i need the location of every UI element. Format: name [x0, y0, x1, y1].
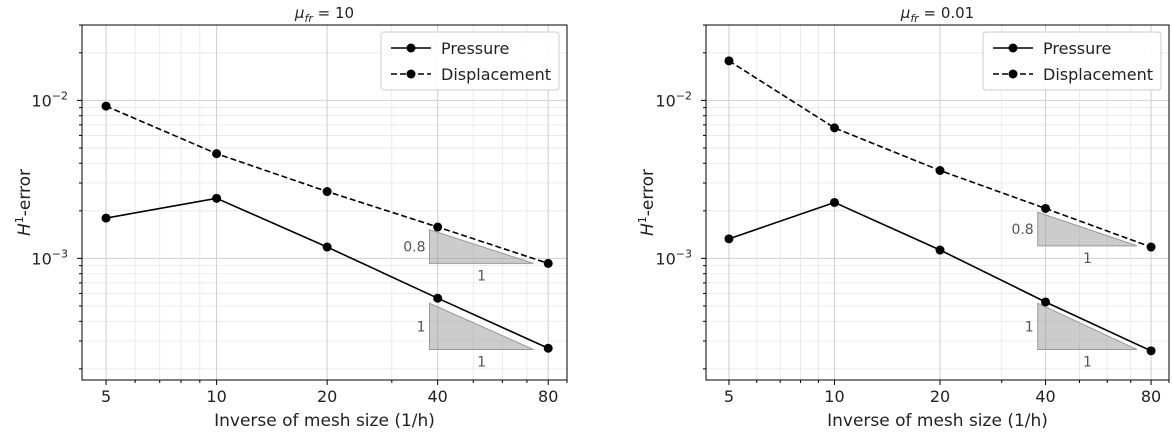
- x-tick-label: 10: [206, 387, 226, 406]
- slope-label: 0.8: [1011, 222, 1033, 238]
- legend-marker: [406, 43, 416, 53]
- chart-panel-2: 5 10 20 40 80 10−2 10−3 Inverse of mesh size (1…: [636, 4, 1170, 431]
- data-point: [724, 56, 734, 66]
- legend-label: Pressure: [441, 39, 509, 58]
- y-tick-label: 10−2: [655, 89, 692, 110]
- x-tick-label: 40: [1035, 387, 1055, 406]
- data-point: [543, 258, 553, 268]
- y-tick-label: 10−3: [655, 247, 692, 268]
- data-point: [101, 101, 111, 111]
- slope-label: 1: [1025, 319, 1034, 335]
- data-point: [1146, 346, 1156, 356]
- slope-triangle: 0.81: [1011, 211, 1138, 267]
- series-pressure: [724, 197, 1156, 356]
- legend-label: Displacement: [441, 65, 551, 84]
- x-axis-label: Inverse of mesh size (1/h): [827, 411, 1048, 431]
- data-point: [212, 193, 222, 203]
- chart-title: μfr = 10: [294, 4, 354, 25]
- slope-triangle: 0.81: [403, 228, 534, 284]
- data-point: [212, 149, 222, 159]
- slope-label: 1: [417, 319, 426, 335]
- x-tick-label: 5: [101, 387, 111, 406]
- data-point: [101, 213, 111, 223]
- data-point: [1041, 297, 1051, 307]
- data-point: [935, 245, 945, 255]
- legend-label: Pressure: [1043, 39, 1111, 58]
- legend-marker: [1008, 69, 1018, 79]
- legend-label: Displacement: [1043, 65, 1153, 84]
- data-point: [1041, 203, 1051, 213]
- slope-triangle-shape: [428, 228, 534, 264]
- slope-label: 0.8: [403, 240, 425, 256]
- slope-triangle-shape: [1037, 211, 1138, 247]
- axes-frame: [81, 24, 568, 381]
- x-tick-label: 20: [930, 387, 950, 406]
- data-point: [1146, 242, 1156, 252]
- x-tick-label: 20: [317, 387, 337, 406]
- chart-title: μfr = 0.01: [900, 4, 974, 25]
- data-point: [322, 242, 332, 252]
- series-pressure: [101, 193, 553, 353]
- y-axis-label: H1-error: [13, 169, 35, 236]
- legend-box: [380, 31, 560, 91]
- y-tick-label: 10−2: [31, 89, 68, 110]
- legend-box: [982, 31, 1162, 91]
- legend-marker: [1008, 43, 1018, 53]
- chart-panel-1: 5 10 20 40 80 10−2 10−3 Inverse of mesh size (1…: [13, 4, 568, 431]
- series-displacement: [724, 56, 1156, 252]
- axes-frame: [705, 24, 1170, 381]
- x-tick-label: 80: [1141, 387, 1161, 406]
- legend-marker: [406, 69, 416, 79]
- data-point: [433, 293, 443, 303]
- data-point: [322, 187, 332, 197]
- data-point: [935, 165, 945, 175]
- data-point: [433, 222, 443, 232]
- legend: Pressure Displacement: [380, 31, 560, 91]
- run-label: 1: [1083, 251, 1092, 267]
- series-displacement: [101, 101, 553, 268]
- data-point: [543, 343, 553, 353]
- run-label: 1: [477, 355, 486, 371]
- x-tick-label: 40: [427, 387, 447, 406]
- slope-triangle-shape: [1037, 302, 1138, 351]
- data-point: [829, 197, 839, 207]
- slope-triangle-shape: [428, 302, 534, 351]
- x-tick-label: 10: [824, 387, 844, 406]
- run-label: 1: [1083, 355, 1092, 371]
- run-label: 1: [477, 268, 486, 284]
- legend: Pressure Displacement: [982, 31, 1162, 91]
- x-axis-label: Inverse of mesh size (1/h): [214, 411, 435, 431]
- slope-triangle: 11: [1025, 302, 1138, 371]
- y-axis-label: H1-error: [636, 169, 658, 236]
- y-tick-label: 10−3: [31, 247, 68, 268]
- slope-triangle: 11: [417, 302, 534, 371]
- x-tick-label: 80: [538, 387, 558, 406]
- data-point: [829, 123, 839, 133]
- data-point: [724, 234, 734, 244]
- x-tick-label: 5: [724, 387, 734, 406]
